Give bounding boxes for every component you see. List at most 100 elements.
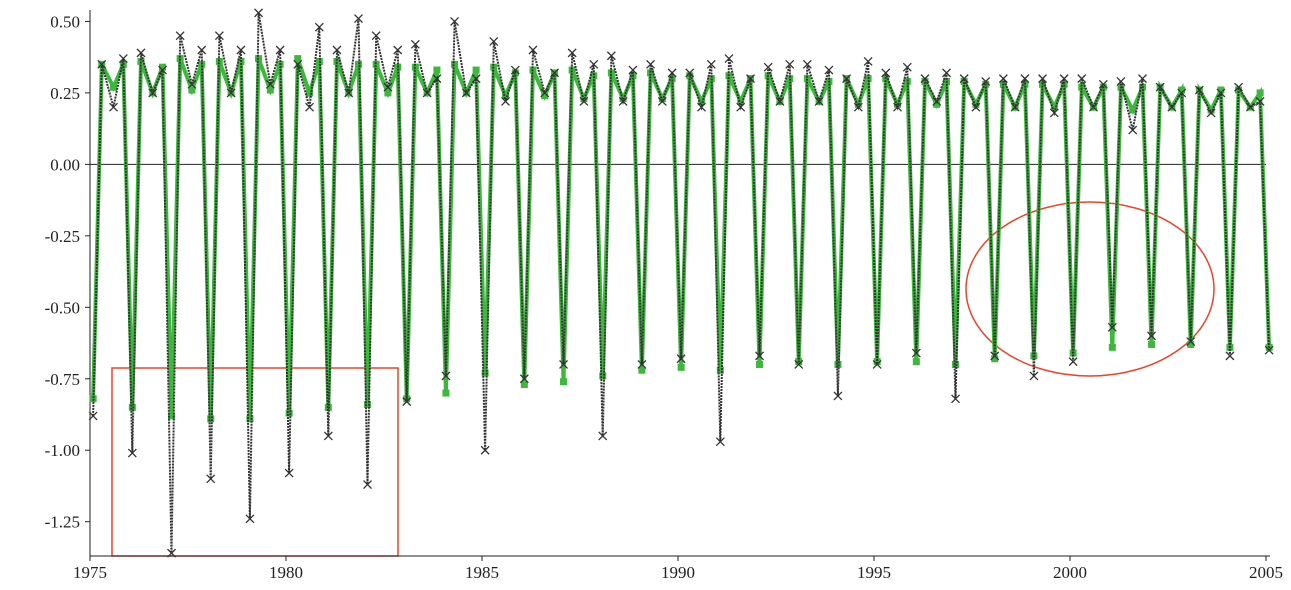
y-tick-label: 0.00 <box>50 155 80 174</box>
point <box>1077 74 1087 84</box>
point <box>187 79 197 89</box>
point <box>802 59 812 69</box>
point <box>1059 74 1069 84</box>
point <box>618 97 628 106</box>
point <box>1256 89 1264 97</box>
point <box>1020 74 1030 84</box>
point <box>364 400 372 408</box>
y-tick-label: -0.25 <box>45 227 80 246</box>
point <box>148 88 158 98</box>
point <box>323 431 333 441</box>
x-tick-label: 1995 <box>857 563 891 582</box>
point <box>266 86 274 94</box>
point <box>433 66 441 74</box>
point <box>1155 82 1165 92</box>
point <box>942 68 951 78</box>
point <box>920 74 930 84</box>
point <box>697 102 706 112</box>
point <box>402 397 412 407</box>
point <box>756 360 764 368</box>
point <box>540 88 550 98</box>
y-tick-label: 0.50 <box>50 12 80 31</box>
point <box>677 363 685 371</box>
point <box>118 54 128 64</box>
point <box>737 97 745 105</box>
point <box>933 100 941 108</box>
point <box>284 468 294 478</box>
point <box>606 51 616 61</box>
point <box>1167 102 1177 112</box>
point <box>657 97 667 106</box>
point <box>1128 125 1138 135</box>
point <box>333 57 341 65</box>
point <box>814 97 824 106</box>
point <box>755 351 764 361</box>
point <box>647 69 655 77</box>
point <box>305 102 314 112</box>
point <box>432 74 442 84</box>
point <box>1138 74 1147 84</box>
point <box>354 14 363 24</box>
point <box>568 66 576 74</box>
point <box>97 59 107 69</box>
point <box>628 65 638 75</box>
point <box>332 45 342 55</box>
y-tick-label: -0.75 <box>45 370 80 389</box>
series-line <box>92 12 1271 554</box>
point <box>1235 86 1243 94</box>
point <box>803 75 811 83</box>
highlight-ellipse <box>965 201 1215 377</box>
point <box>1255 97 1265 106</box>
point <box>88 411 98 421</box>
point <box>197 45 207 55</box>
point <box>902 62 912 72</box>
point <box>215 57 223 65</box>
point <box>110 83 118 91</box>
point <box>853 102 863 112</box>
point <box>998 74 1008 84</box>
point <box>1078 83 1086 91</box>
point <box>763 62 773 72</box>
point <box>972 100 980 108</box>
point <box>109 102 118 112</box>
point <box>89 395 97 403</box>
series <box>88 8 1274 558</box>
point <box>159 63 167 71</box>
point <box>175 31 185 41</box>
point <box>824 65 834 75</box>
point <box>422 88 432 98</box>
point <box>206 474 216 484</box>
point <box>1010 102 1020 112</box>
point <box>275 45 285 55</box>
point <box>1049 108 1059 118</box>
point <box>314 22 324 32</box>
point <box>520 380 528 388</box>
point <box>383 82 393 92</box>
point <box>451 60 459 68</box>
point <box>873 358 881 366</box>
y-tick-label: 0.25 <box>50 84 80 103</box>
point <box>254 8 264 18</box>
point <box>1029 371 1039 381</box>
point <box>559 360 568 369</box>
point <box>1068 357 1078 367</box>
point <box>1148 340 1156 348</box>
point <box>706 59 716 69</box>
point <box>668 75 676 83</box>
point <box>921 77 929 85</box>
point <box>960 77 968 85</box>
point <box>971 102 981 112</box>
point <box>226 88 236 98</box>
point <box>550 68 559 78</box>
point <box>158 65 167 75</box>
point <box>489 36 499 46</box>
point <box>1216 88 1226 98</box>
point <box>245 514 255 524</box>
point <box>715 437 725 447</box>
point <box>207 415 215 423</box>
point <box>646 59 656 69</box>
x-tick-label: 1975 <box>73 563 107 582</box>
point <box>214 31 224 41</box>
point <box>932 97 942 106</box>
point <box>501 97 510 106</box>
